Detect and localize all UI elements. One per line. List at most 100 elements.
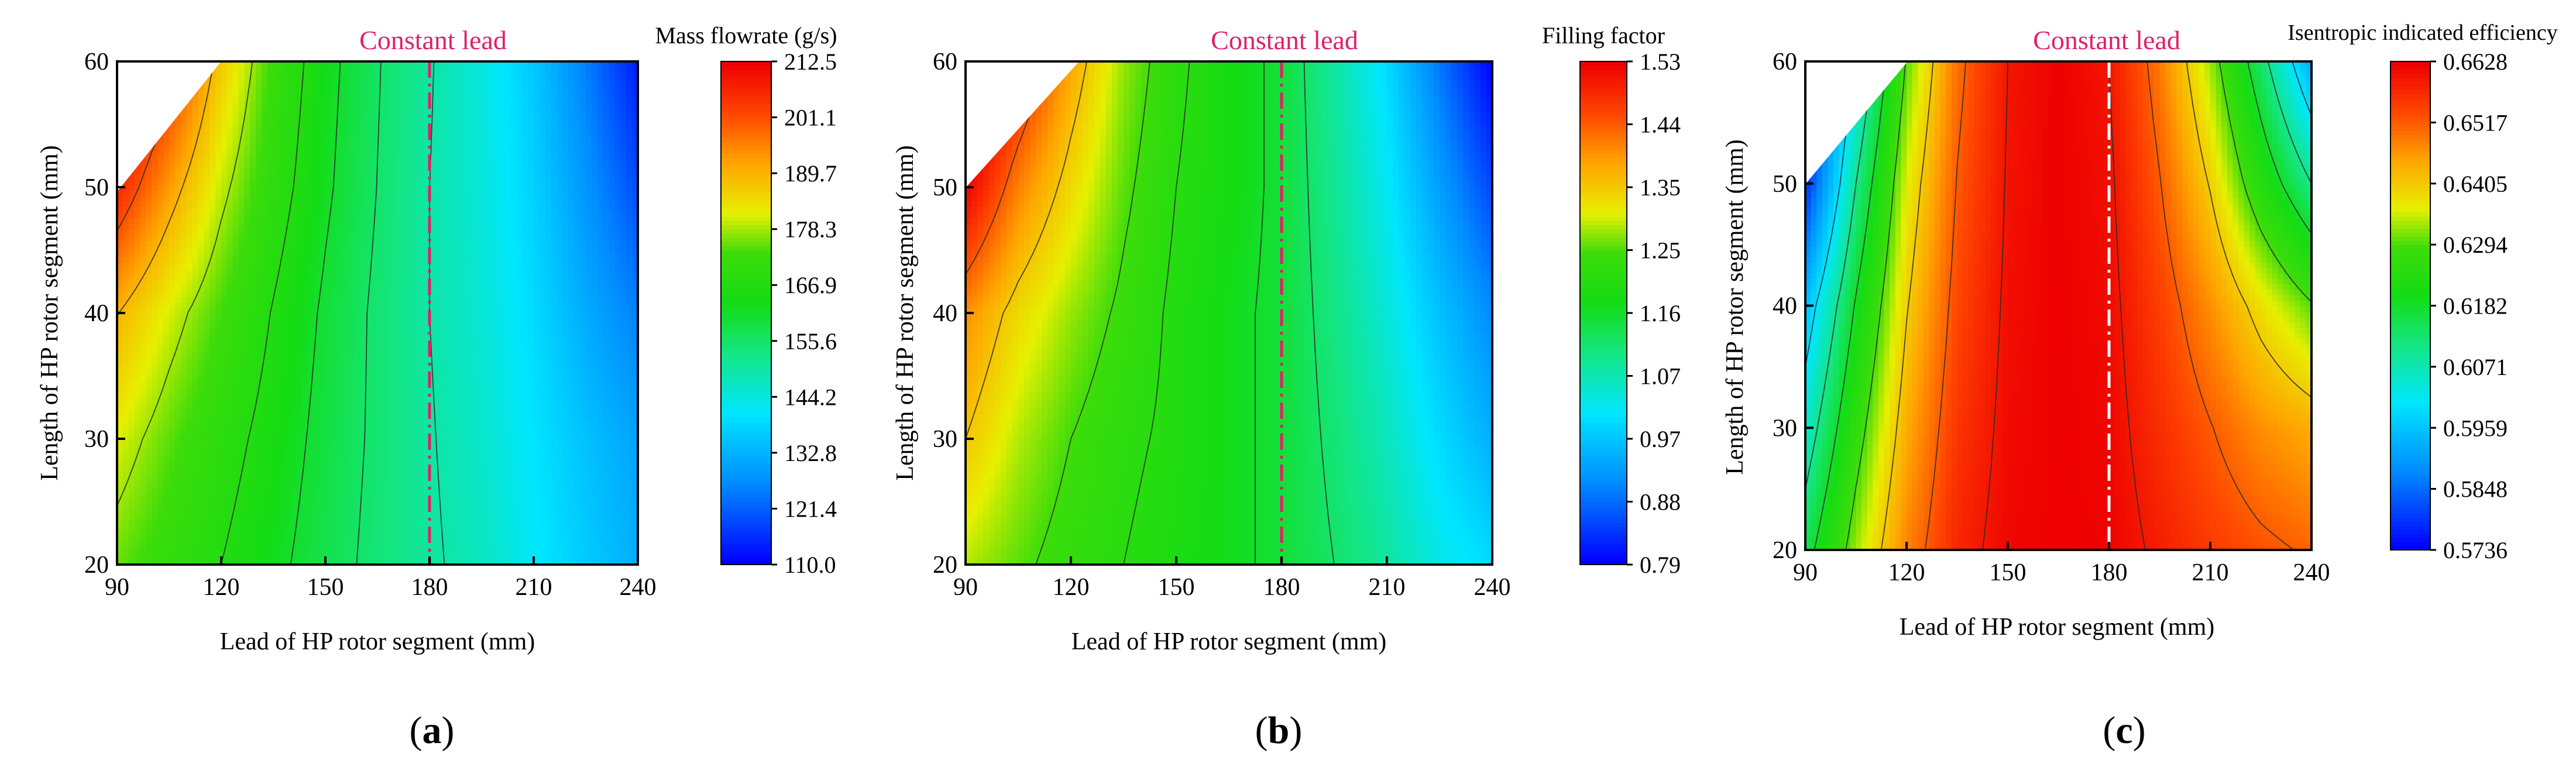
contour-line	[966, 61, 1087, 439]
colorbar-segment	[2390, 542, 2430, 546]
colorbar-segment	[721, 238, 771, 242]
colorbar-segment	[721, 279, 771, 284]
colorbar-segment	[721, 132, 771, 137]
y-tick-label: 30	[1773, 415, 1797, 442]
contour-line	[1880, 61, 2311, 550]
colorbar-segment	[721, 74, 771, 79]
colorbar-frame	[720, 61, 772, 565]
colorbar-segment	[721, 242, 771, 247]
colorbar-segment	[2390, 395, 2430, 400]
colorbar-segment	[721, 288, 771, 293]
colorbar-segment	[2390, 65, 2430, 70]
colorbar-segment	[2390, 220, 2430, 225]
colorbar-segment	[2390, 452, 2430, 457]
colorbar-segment	[1580, 560, 1627, 565]
colorbar-segment	[1580, 275, 1627, 280]
colorbar-segment	[1580, 363, 1627, 368]
colorbar-segment	[721, 363, 771, 368]
colorbar-segment	[2390, 497, 2430, 502]
colorbar-segment	[721, 267, 771, 272]
colorbar-segment	[2390, 277, 2430, 282]
colorbar-segment	[721, 359, 771, 364]
colorbar-segment	[2390, 85, 2430, 91]
colorbar-segment	[1580, 279, 1627, 284]
colorbar-segment	[1580, 107, 1627, 112]
colorbar-segment	[2390, 415, 2430, 421]
colorbar-tick-label: 121.4	[784, 496, 837, 522]
colorbar-segment	[721, 195, 771, 201]
colorbar-c	[2390, 61, 2431, 551]
colorbar-segment	[1580, 401, 1627, 406]
colorbar-segment	[721, 371, 771, 377]
colorbar-segment	[2390, 175, 2430, 180]
colorbar-segment	[1580, 493, 1627, 498]
colorbar-segment	[721, 191, 771, 197]
x-tick-label: 90	[953, 574, 978, 601]
colorbar-tick-label: 1.53	[1640, 49, 1681, 75]
colorbar-segment	[721, 112, 771, 116]
colorbar-segment	[2390, 130, 2430, 136]
colorbar-segment	[2390, 387, 2430, 392]
colorbar-segment	[2390, 240, 2430, 245]
colorbar-segment	[1580, 137, 1627, 142]
y-tick-label: 60	[933, 49, 957, 75]
colorbar-segment	[1580, 397, 1627, 402]
colorbar-segment	[1580, 409, 1627, 414]
colorbar-segment	[721, 317, 771, 322]
colorbar-segment	[2390, 159, 2430, 164]
colorbar-segment	[721, 321, 771, 326]
colorbar-segment	[1580, 145, 1627, 150]
colorbar-segment	[721, 350, 771, 356]
colorbar-segment	[1580, 317, 1627, 322]
colorbar-segment	[2390, 69, 2430, 74]
colorbar-segment	[1580, 484, 1627, 490]
colorbar-segment	[2390, 122, 2430, 128]
colorbar-tick-label: 201.1	[784, 105, 837, 131]
colorbar-segment	[2390, 513, 2430, 518]
colorbar-segment	[721, 300, 771, 305]
colorbar-segment	[2390, 216, 2430, 221]
colorbar-segment	[1580, 195, 1627, 201]
colorbar-segment	[1580, 355, 1627, 360]
contour-line	[1123, 61, 1190, 565]
y-axis-label-c: Length of HP rotor segment (mm)	[1722, 139, 1749, 475]
colorbar-segment	[721, 531, 771, 536]
colorbar-segment	[721, 535, 771, 540]
y-tick-label: 60	[84, 49, 109, 75]
colorbar-segment	[2390, 448, 2430, 453]
colorbar-segment	[2390, 342, 2430, 347]
colorbar-segment	[721, 225, 771, 230]
colorbar-segment	[1580, 489, 1627, 494]
colorbar-segment	[1580, 350, 1627, 356]
colorbar-segment	[721, 128, 771, 133]
y-ticks-c: 20 30 40 50 60	[1773, 49, 1813, 564]
colorbar-segment	[1580, 359, 1627, 364]
colorbar-segment	[721, 329, 771, 335]
colorbar-segment	[2390, 151, 2430, 156]
x-tick-label: 150	[1158, 574, 1195, 601]
colorbar-segment	[2390, 546, 2430, 551]
colorbar-segment	[721, 543, 771, 549]
colorbar-segment	[1580, 459, 1627, 465]
colorbar-segment	[2390, 61, 2430, 66]
colorbar-segment	[1580, 288, 1627, 293]
colorbar-segment	[721, 275, 771, 280]
colorbar-segment	[1580, 61, 1627, 66]
colorbar-segment	[2390, 305, 2430, 311]
colorbar-segment	[721, 87, 771, 91]
colorbar-segment	[2390, 293, 2430, 298]
contour-line	[356, 61, 382, 565]
colorbar-segment	[2390, 245, 2430, 249]
colorbar-segment	[1580, 87, 1627, 91]
colorbar-tick-label: 0.5959	[2443, 415, 2508, 441]
colorbar-segment	[721, 145, 771, 150]
heatmap-a	[117, 61, 638, 565]
colorbar-segment	[2390, 501, 2430, 506]
colorbar-segment	[2390, 285, 2430, 290]
colorbar-segment	[2390, 480, 2430, 486]
colorbar-tick-label: 1.16	[1640, 300, 1681, 326]
colorbar-segment	[721, 439, 771, 443]
y-ticks-b: 20 30 40 50 60	[933, 49, 974, 579]
colorbar-segment	[721, 149, 771, 154]
colorbar-segment	[721, 480, 771, 486]
